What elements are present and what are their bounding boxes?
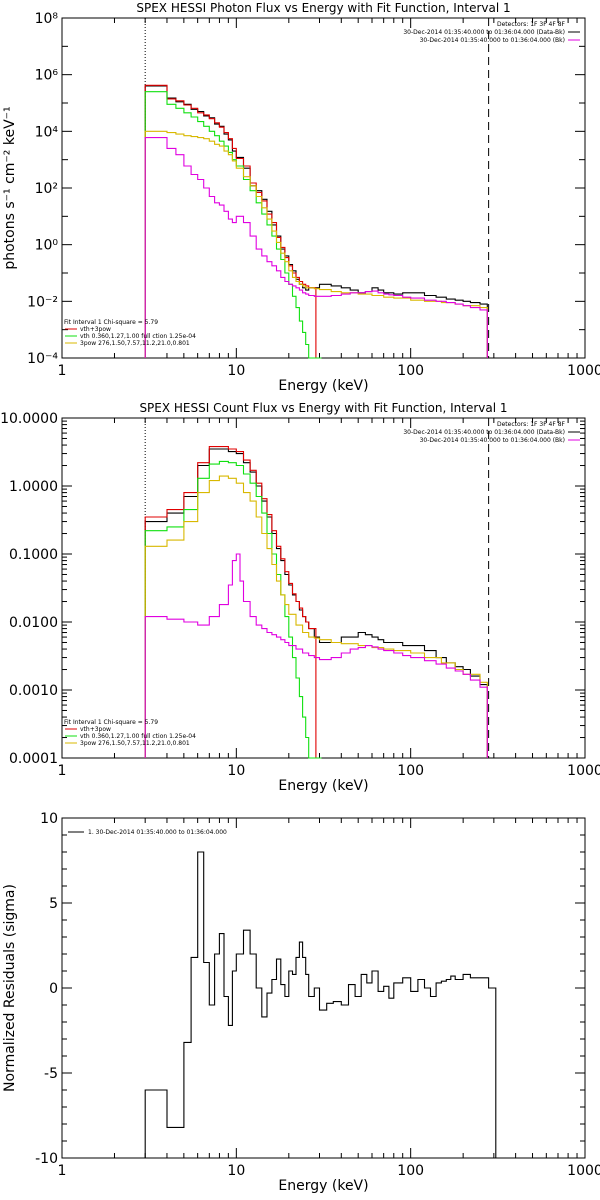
y-tick-label: 10⁶ <box>35 68 59 84</box>
legend-topright-entry: 30-Dec-2014 01:35:40.000 to 01:36:04.000… <box>420 437 565 444</box>
y-axis-label: Normalized Residuals (sigma) <box>2 884 18 1092</box>
y-tick-label: -5 <box>44 1066 58 1082</box>
x-tick-label: 1000 <box>567 763 600 779</box>
chart-title: SPEX HESSI Photon Flux vs Energy with Fi… <box>136 1 510 15</box>
y-tick-label: 1.0000 <box>9 479 58 495</box>
series-line-red <box>144 84 317 358</box>
x-tick-label: 10 <box>227 763 245 779</box>
x-tick-label: 100 <box>397 363 424 379</box>
y-tick-label: 0.1000 <box>9 547 58 563</box>
x-axis-label: Energy (keV) <box>278 378 368 394</box>
legend-topright-entry: 30-Dec-2014 01:35:40.000 to 01:36:04.000… <box>403 29 565 36</box>
legend-topright-entry: Detectors: 1F 3F 4F 8F <box>497 421 566 428</box>
plot-frame-0 <box>61 17 586 359</box>
x-tick-label: 1000 <box>567 363 600 379</box>
x-tick-label: 1000 <box>567 1163 600 1179</box>
legend-fit-entry: vth+3pow <box>80 726 111 733</box>
y-tick-label: 10.0000 <box>0 411 58 427</box>
y-tick-label: -10 <box>35 1151 58 1167</box>
legend-fit-entry: vth+3pow <box>80 326 111 333</box>
legend-fit-entry: Fit Interval 1 Chi-square = 5.79 <box>64 719 158 726</box>
legend-fit-entry: Fit Interval 1 Chi-square = 5.79 <box>64 319 158 326</box>
legend-fit-entry: 3pow 276,1.50,7.57,11.2,21.0,0.801 <box>80 340 190 347</box>
series-line-magenta <box>144 553 488 758</box>
legend-fit-entry: vth 0.360,1.27,1.00 full ction 1.25e-04 <box>80 733 196 740</box>
y-tick-label: 0 <box>49 981 58 997</box>
y-tick-label: 10⁰ <box>35 238 59 254</box>
series-line-black <box>144 851 497 1158</box>
series-line-green <box>144 460 322 759</box>
y-tick-label: 0.0010 <box>9 683 58 699</box>
legend-topright-entry: 30-Dec-2014 01:35:40.000 to 01:36:04.000… <box>420 37 565 44</box>
series-line-yellow <box>144 475 488 758</box>
x-axis-label: Energy (keV) <box>278 778 368 794</box>
x-axis-label: Energy (keV) <box>278 1178 368 1194</box>
legend-fit-entry: 3pow 276,1.50,7.57,11.2,21.0,0.801 <box>80 740 190 747</box>
series-line-red <box>144 446 317 758</box>
y-tick-label: 10⁻⁴ <box>27 351 58 367</box>
series-line-magenta <box>144 137 488 358</box>
x-tick-label: 100 <box>397 1163 424 1179</box>
series-line-yellow <box>144 130 488 358</box>
chart-title: SPEX HESSI Count Flux vs Energy with Fit… <box>139 401 507 415</box>
plot-frame-1 <box>61 417 586 759</box>
x-tick-label: 1 <box>58 1163 67 1179</box>
x-tick-label: 100 <box>397 763 424 779</box>
x-tick-label: 1 <box>58 763 67 779</box>
y-tick-label: 5 <box>49 896 58 912</box>
series-line-black <box>144 85 488 358</box>
y-tick-label: 0.0100 <box>9 615 58 631</box>
y-tick-label: 10 <box>40 811 58 827</box>
y-tick-label: 10⁴ <box>35 124 59 140</box>
legend-topright-entry: 30-Dec-2014 01:35:40.000 to 01:36:04.000… <box>403 429 565 436</box>
y-tick-label: 10² <box>35 181 58 197</box>
x-tick-label: 10 <box>227 363 245 379</box>
legend-entry: 1. 30-Dec-2014 01:35:40.000 to 01:36:04.… <box>88 829 227 836</box>
plot-frame-2 <box>61 817 586 1159</box>
y-tick-label: 10⁸ <box>35 11 59 27</box>
x-tick-label: 10 <box>227 1163 245 1179</box>
y-tick-label: 10⁻² <box>27 294 58 310</box>
legend-topright-entry: Detectors: 1F 3F 4F 8F <box>497 21 566 28</box>
legend-fit-entry: vth 0.360,1.27,1.00 full ction 1.25e-04 <box>80 333 196 340</box>
y-axis-label: photons s⁻¹ cm⁻² keV⁻¹ <box>2 106 18 269</box>
x-tick-label: 1 <box>58 363 67 379</box>
series-line-green <box>144 91 322 359</box>
y-tick-label: 0.0001 <box>9 751 58 767</box>
